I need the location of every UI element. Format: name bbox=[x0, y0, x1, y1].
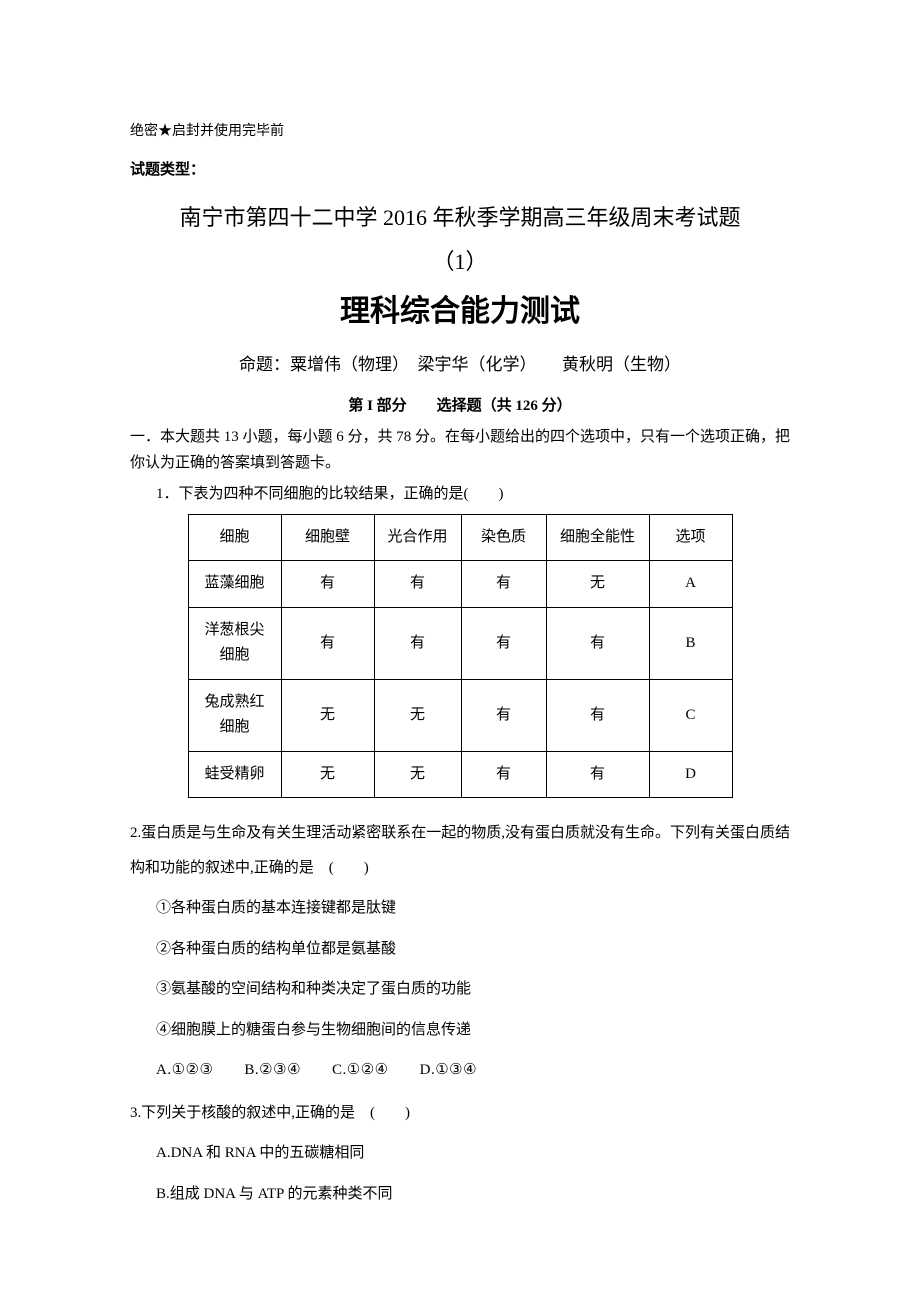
td-opt: C bbox=[649, 679, 732, 751]
part-header: 第 I 部分 选择题（共 126 分） bbox=[130, 394, 790, 420]
q3-option-a: A.DNA 和 RNA 中的五碳糖相同 bbox=[130, 1136, 790, 1171]
td-opt: D bbox=[649, 751, 732, 798]
td-val: 有 bbox=[461, 607, 546, 679]
td-cell: 洋葱根尖细胞 bbox=[188, 607, 281, 679]
q2-stem: 2.蛋白质是与生命及有关生理活动紧密联系在一起的物质,没有蛋白质就没有生命。下列… bbox=[130, 816, 790, 885]
th-wall: 细胞壁 bbox=[281, 514, 374, 561]
table-row: 蓝藻细胞 有 有 有 无 A bbox=[188, 561, 732, 608]
td-val: 无 bbox=[546, 561, 649, 608]
page-root: 绝密★启封并使用完毕前 试题类型： 南宁市第四十二中学 2016 年秋季学期高三… bbox=[0, 0, 920, 1302]
td-val: 有 bbox=[374, 607, 461, 679]
q1-table: 细胞 细胞壁 光合作用 染色质 细胞全能性 选项 蓝藻细胞 有 有 有 无 A … bbox=[188, 514, 733, 799]
q2-block: 2.蛋白质是与生命及有关生理活动紧密联系在一起的物质,没有蛋白质就没有生命。下列… bbox=[130, 816, 790, 1088]
type-label: 试题类型： bbox=[130, 158, 790, 184]
q2-item-4: ④细胞膜上的糖蛋白参与生物细胞间的信息传递 bbox=[130, 1013, 790, 1048]
td-val: 有 bbox=[374, 561, 461, 608]
td-val: 有 bbox=[281, 607, 374, 679]
q2-item-1: ①各种蛋白质的基本连接键都是肽键 bbox=[130, 891, 790, 926]
th-option: 选项 bbox=[649, 514, 732, 561]
td-val: 有 bbox=[281, 561, 374, 608]
td-val: 有 bbox=[546, 679, 649, 751]
td-cell: 蛙受精卵 bbox=[188, 751, 281, 798]
th-toti: 细胞全能性 bbox=[546, 514, 649, 561]
td-val: 有 bbox=[546, 607, 649, 679]
th-chrom: 染色质 bbox=[461, 514, 546, 561]
q2-item-2: ②各种蛋白质的结构单位都是氨基酸 bbox=[130, 932, 790, 967]
q3-block: 3.下列关于核酸的叙述中,正确的是 ( ) A.DNA 和 RNA 中的五碳糖相… bbox=[130, 1096, 790, 1212]
td-val: 有 bbox=[461, 679, 546, 751]
td-cell: 蓝藻细胞 bbox=[188, 561, 281, 608]
th-photo: 光合作用 bbox=[374, 514, 461, 561]
q1-stem: 1．下表为四种不同细胞的比较结果，正确的是( ) bbox=[130, 482, 790, 508]
q2-options: A.①②③ B.②③④ C.①②④ D.①③④ bbox=[130, 1053, 790, 1088]
title-school: 南宁市第四十二中学 2016 年秋季学期高三年级周末考试题 bbox=[130, 199, 790, 236]
q3-option-b: B.组成 DNA 与 ATP 的元素种类不同 bbox=[130, 1177, 790, 1212]
td-val: 有 bbox=[461, 561, 546, 608]
table-header-row: 细胞 细胞壁 光合作用 染色质 细胞全能性 选项 bbox=[188, 514, 732, 561]
th-cell: 细胞 bbox=[188, 514, 281, 561]
authors-line: 命题：粟增伟（物理） 梁宇华（化学） 黄秋明（生物） bbox=[130, 351, 790, 380]
table-row: 洋葱根尖细胞 有 有 有 有 B bbox=[188, 607, 732, 679]
td-opt: A bbox=[649, 561, 732, 608]
title-number: （1） bbox=[130, 243, 790, 280]
td-cell: 兔成熟红细胞 bbox=[188, 679, 281, 751]
td-val: 无 bbox=[374, 751, 461, 798]
td-val: 有 bbox=[546, 751, 649, 798]
td-val: 有 bbox=[461, 751, 546, 798]
td-opt: B bbox=[649, 607, 732, 679]
title-main: 理科综合能力测试 bbox=[130, 286, 790, 337]
q2-item-3: ③氨基酸的空间结构和种类决定了蛋白质的功能 bbox=[130, 972, 790, 1007]
td-val: 无 bbox=[281, 679, 374, 751]
table-row: 兔成熟红细胞 无 无 有 有 C bbox=[188, 679, 732, 751]
q3-stem: 3.下列关于核酸的叙述中,正确的是 ( ) bbox=[130, 1096, 790, 1131]
td-val: 无 bbox=[374, 679, 461, 751]
table-row: 蛙受精卵 无 无 有 有 D bbox=[188, 751, 732, 798]
td-val: 无 bbox=[281, 751, 374, 798]
confidential-line: 绝密★启封并使用完毕前 bbox=[130, 120, 790, 144]
section-instructions: 一．本大题共 13 小题，每小题 6 分，共 78 分。在每小题给出的四个选项中… bbox=[130, 425, 790, 476]
